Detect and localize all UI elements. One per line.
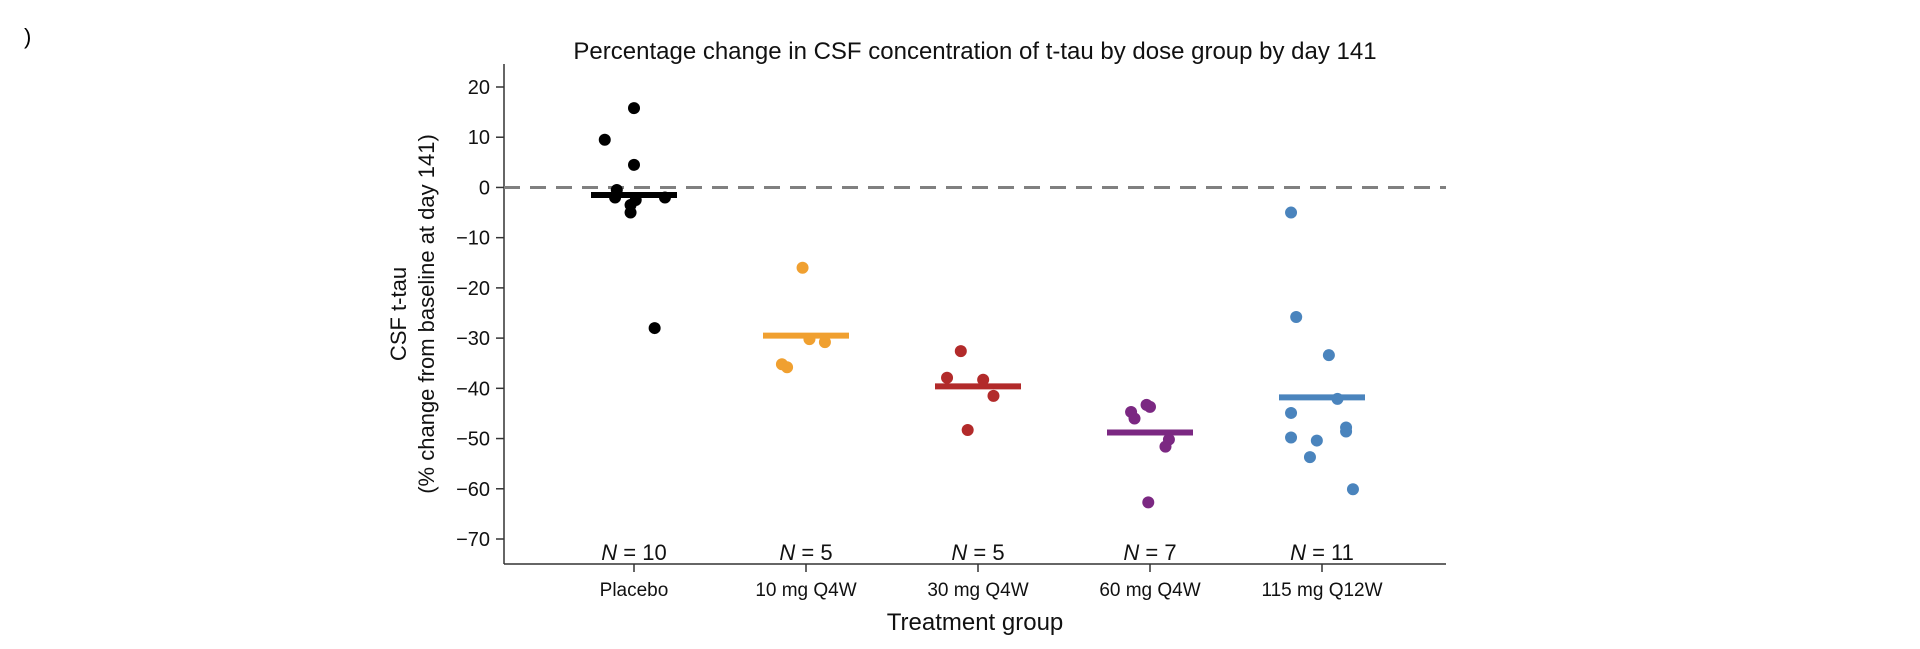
chart-title: Percentage change in CSF concentration o…	[573, 38, 1376, 65]
y-tick-label: −70	[456, 529, 490, 551]
data-point	[781, 361, 794, 374]
data-point	[1142, 496, 1155, 509]
data-point	[1285, 406, 1298, 419]
series-30-mg-q4w	[935, 345, 1021, 437]
data-point	[628, 102, 640, 115]
series-layer	[591, 102, 1365, 509]
n-symbol: N	[601, 540, 617, 565]
n-value: = 11	[1306, 540, 1354, 565]
y-tick-label: −40	[456, 378, 490, 400]
series-10-mg-q4w	[763, 261, 849, 374]
x-tick-label: Placebo	[600, 580, 669, 601]
data-point	[1159, 440, 1172, 453]
n-count-label: N = 5	[951, 540, 1004, 565]
x-tick-label: 115 mg Q12W	[1261, 580, 1382, 601]
x-tick-label: 30 mg Q4W	[927, 580, 1028, 601]
data-point	[977, 373, 990, 386]
n-symbol: N	[951, 540, 967, 565]
data-point	[1285, 206, 1298, 219]
y-tick-label: 10	[468, 127, 490, 149]
data-point	[648, 322, 661, 335]
panel-label: )	[24, 24, 32, 49]
data-point	[1310, 434, 1323, 447]
data-point	[1346, 483, 1359, 496]
data-point	[961, 424, 974, 437]
data-point	[1322, 349, 1335, 362]
y-tick-label: −10	[456, 228, 490, 250]
x-tick-label: 60 mg Q4W	[1099, 580, 1200, 601]
data-point	[1128, 412, 1141, 425]
n-count-label: N = 7	[1123, 540, 1176, 565]
data-point	[941, 371, 954, 384]
data-point	[818, 336, 831, 349]
y-axis-label-line2: (% change from baseline at day 141)	[414, 134, 439, 494]
y-tick-label: 0	[479, 177, 490, 199]
n-value: = 7	[1139, 540, 1176, 565]
x-tick-label: 10 mg Q4W	[755, 580, 856, 601]
data-point	[954, 345, 967, 358]
data-point	[1303, 451, 1316, 464]
data-point	[1144, 400, 1156, 413]
y-tick-label: 20	[468, 77, 490, 99]
data-point	[1290, 311, 1303, 324]
y-ticks: 20 10 0 −10 −20 −30 −40 −50 −60 −70	[456, 77, 504, 551]
series-placebo	[591, 102, 677, 335]
n-value: = 5	[795, 540, 832, 565]
data-point	[624, 206, 637, 219]
data-point	[1340, 425, 1353, 438]
n-symbol: N	[1123, 540, 1139, 565]
data-point	[987, 389, 1000, 402]
y-tick-label: −30	[456, 328, 490, 350]
y-tick-label: −50	[456, 429, 490, 451]
n-count-label: N = 5	[779, 540, 832, 565]
series-60-mg-q4w	[1107, 398, 1193, 509]
data-point	[598, 133, 611, 146]
data-point	[796, 261, 809, 274]
x-ticks: Placebo 10 mg Q4W 30 mg Q4W 60 mg Q4W 115 mg…	[600, 564, 1383, 601]
y-axis-label-line1: CSF t-tau	[386, 267, 411, 361]
n-value: = 5	[967, 540, 1004, 565]
y-tick-label: −60	[456, 479, 490, 501]
data-point	[628, 158, 640, 171]
y-axis-label: CSF t-tau (% change from baseline at day…	[386, 134, 439, 494]
series-115-mg-q12w	[1279, 206, 1365, 496]
data-point	[1285, 431, 1298, 444]
y-tick-label: −20	[456, 278, 490, 300]
n-count-label: N = 10	[601, 540, 666, 565]
n-symbol: N	[1290, 540, 1306, 565]
n-count-label: N = 11	[1290, 540, 1354, 565]
n-value: = 10	[617, 540, 667, 565]
x-axis-label: Treatment group	[887, 609, 1064, 636]
n-symbol: N	[779, 540, 795, 565]
